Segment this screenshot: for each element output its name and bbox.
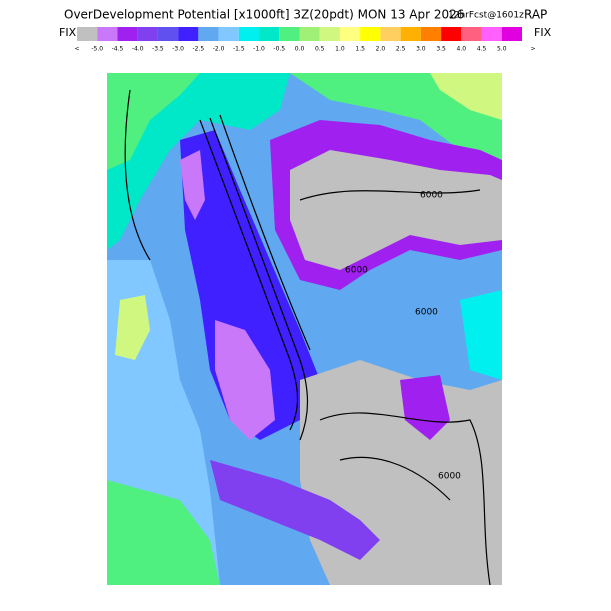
- colorbar-low: <: [74, 46, 79, 53]
- contour: [319, 412, 491, 586]
- forecast: 12hrFcst@1601z: [448, 11, 524, 21]
- color-box: [198, 27, 219, 41]
- field-area: [107, 73, 200, 170]
- field-area: [215, 320, 275, 440]
- field-area: [300, 360, 502, 585]
- colorbar-label: 4.0: [457, 46, 467, 53]
- colorbar-label: 4.5: [477, 46, 487, 53]
- colorbar-label: 0.5: [315, 46, 325, 53]
- contour-label: 6000: [420, 191, 443, 201]
- field-area: [400, 375, 450, 440]
- color-box: [97, 27, 118, 41]
- colorbar-label: 3.5: [436, 46, 446, 53]
- colorbar-label: -1.5: [233, 46, 245, 53]
- map: 6000 6000 6000 6000: [107, 73, 502, 586]
- color-box: [178, 27, 199, 41]
- colorbar-label: -4.5: [112, 46, 124, 53]
- field-area: [210, 460, 380, 560]
- color-box: [238, 27, 260, 41]
- color-box: [299, 27, 320, 41]
- colorbar-high: >: [530, 46, 535, 53]
- contour-label: 6000: [345, 266, 368, 276]
- title: OverDevelopment Potential [x1000ft] 3Z(2…: [64, 8, 464, 22]
- field-area: [290, 150, 502, 270]
- colorbar-label: -1.0: [253, 46, 265, 53]
- colorbar-label: -3.5: [152, 46, 164, 53]
- field-area: [115, 295, 150, 360]
- contour: [209, 117, 309, 441]
- color-box: [279, 27, 300, 41]
- contour: [124, 89, 151, 261]
- color-box: [501, 27, 522, 41]
- colorbar-label: -2.5: [193, 46, 205, 53]
- contour: [199, 119, 299, 431]
- color-box: [319, 27, 340, 41]
- colorbar-label: 3.0: [416, 46, 426, 53]
- color-box: [461, 27, 482, 41]
- color-box: [218, 27, 239, 41]
- color-box: [441, 27, 462, 41]
- color-box: [137, 27, 158, 41]
- colorbar-label: 2.0: [376, 46, 386, 53]
- color-box: [259, 27, 280, 41]
- colorbar-label: -5.0: [91, 46, 103, 53]
- color-box: [77, 27, 98, 41]
- color-box: [339, 27, 361, 41]
- contour-label: 6000: [415, 308, 438, 318]
- color-box: [360, 27, 381, 41]
- colorbar-label: 1.0: [335, 46, 345, 53]
- colorbar-label: -4.0: [132, 46, 144, 53]
- color-box: [117, 27, 138, 41]
- colorbar-label: 1.5: [355, 46, 365, 53]
- colorbar-label: -3.0: [172, 46, 184, 53]
- colorbar-label: -0.5: [273, 46, 285, 53]
- contour: [339, 456, 451, 501]
- color-box: [481, 27, 502, 41]
- color-box: [400, 27, 421, 41]
- model: RAP: [524, 8, 547, 22]
- colorbar-label: 0.0: [295, 46, 305, 53]
- colorbar: -5.0 -4.5 -4.0 -3.5 -3.0 -2.5 -2.0 -1.5 -1.0 -0.5…: [77, 27, 522, 53]
- fix-left: FIX: [59, 26, 77, 39]
- field-area: [180, 150, 205, 220]
- field-area: [460, 290, 502, 380]
- contour: [299, 189, 481, 201]
- field-area: [430, 73, 502, 120]
- contour-label: 6000: [438, 472, 461, 482]
- colorbar-label: 2.5: [396, 46, 406, 53]
- colorbar-label: 5.0: [497, 46, 507, 53]
- colorbar-label: -2.0: [213, 46, 225, 53]
- fix-right: FIX: [534, 26, 552, 39]
- color-box: [380, 27, 401, 41]
- color-box: [420, 27, 442, 41]
- contour: [219, 114, 311, 351]
- color-box: [157, 27, 179, 41]
- field-area: [107, 480, 220, 585]
